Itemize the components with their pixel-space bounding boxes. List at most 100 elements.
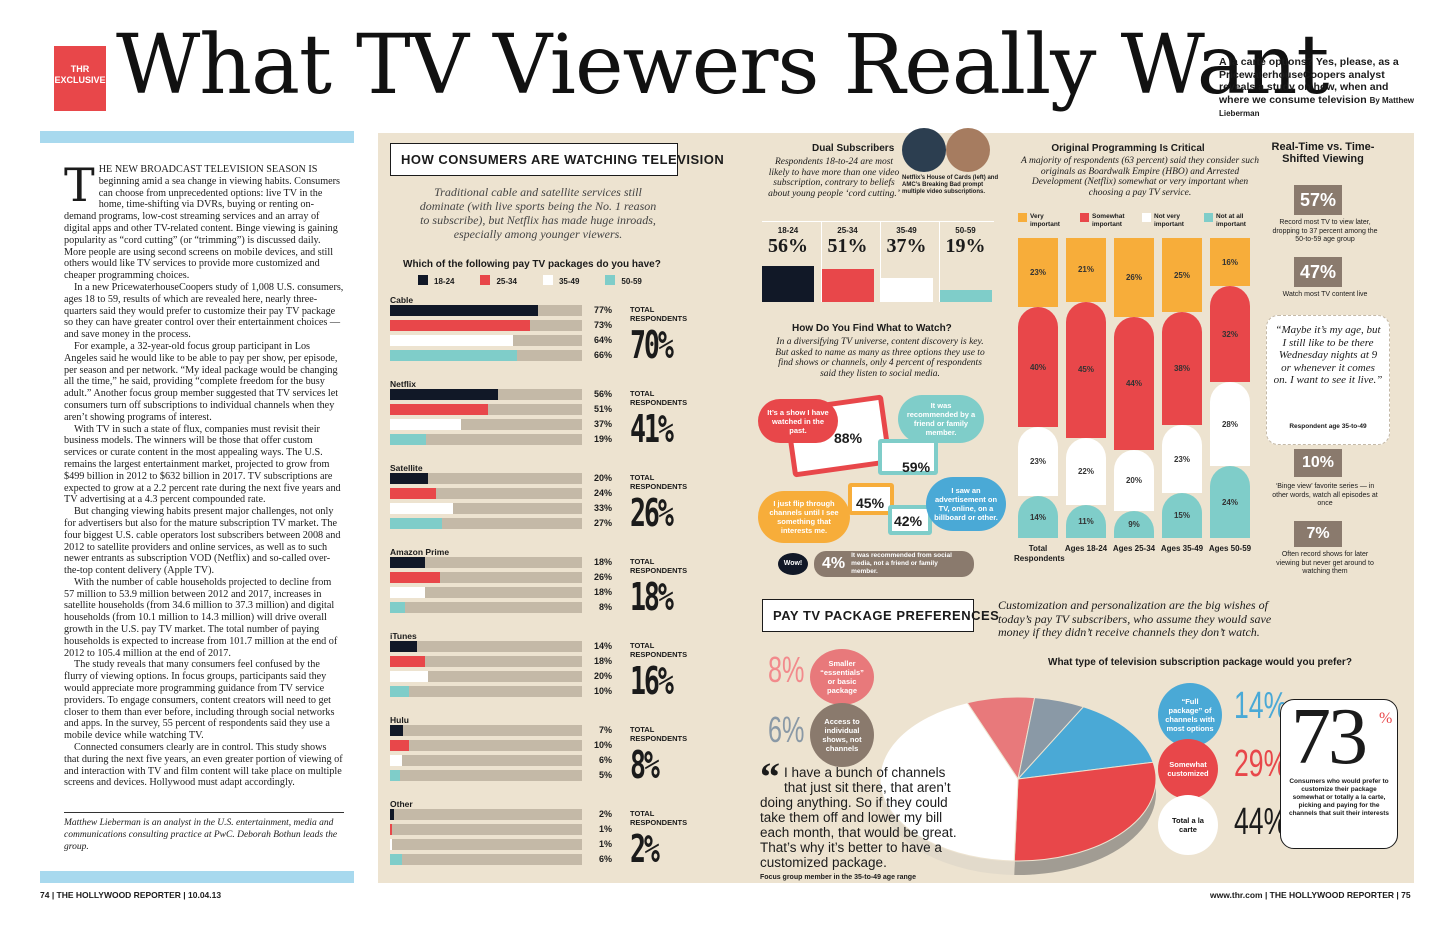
bar-track: [390, 503, 582, 514]
realtime-quote: “Maybe it’s my age, but I still like to …: [1273, 324, 1383, 386]
orig-segment: 14%: [1018, 496, 1058, 538]
find-pct-friend: 59%: [902, 459, 931, 475]
orig-segment: 11%: [1066, 504, 1106, 538]
total-value: 2%: [630, 827, 660, 871]
bar-track: [390, 839, 582, 850]
service-name: iTunes: [390, 631, 417, 641]
dual-value: 19%: [945, 235, 986, 257]
bar-value: 18%: [593, 557, 612, 567]
social-text: It was recommended from social media, no…: [851, 552, 952, 575]
paragraph-text: The study reveals that many consumers fe…: [64, 659, 335, 742]
stat-record: 57%: [1294, 185, 1342, 215]
bar-fill: [390, 686, 410, 697]
bar-value: 33%: [593, 503, 612, 513]
bar-track: [390, 434, 582, 445]
total-value: 41%: [630, 407, 674, 451]
bar-value: 20%: [593, 473, 612, 483]
orig-column: 26% 44% 20% 9% Ages 25-34: [1113, 238, 1155, 583]
paragraph-text: But changing viewing habits present majo…: [64, 506, 341, 577]
bar-track: [390, 656, 582, 667]
prefs-quote-block: “ I have a bunch of channels that just s…: [760, 757, 960, 882]
realtime-quote-box: “Maybe it’s my age, but I still like to …: [1266, 315, 1390, 445]
service-total: TOTAL RESPONDENTS 16%: [630, 641, 690, 703]
bar-row: 18%: [390, 557, 690, 572]
service-group: Amazon Prime 18% 26% 18% 8% TOTAL RESPONDENTS…: [390, 547, 690, 631]
prefs-quote-attr: Focus group member in the 35-to-49 age r…: [760, 874, 916, 881]
service-group: iTunes 14% 18% 20% 10% TOTAL RESPONDENTS 16%: [390, 631, 690, 715]
orig-segment: 21%: [1066, 238, 1106, 302]
find-bubble-flip: I just flip through channels until I see…: [758, 491, 850, 543]
service-name: Hulu: [390, 715, 409, 725]
big-stat-text: Consumers who would prefer to customize …: [1288, 778, 1390, 817]
find-pct-ad: 42%: [894, 513, 923, 529]
legend-swatch: [480, 275, 491, 285]
pie-slice: [879, 702, 1019, 862]
service-total: TOTAL RESPONDENTS 70%: [630, 305, 690, 367]
legend-item: 50-59: [605, 275, 642, 286]
service-name: Cable: [390, 295, 414, 305]
bar-value: 24%: [593, 488, 612, 498]
phone-shape: [888, 505, 932, 535]
original-title: Original Programming Is Critical: [1051, 143, 1205, 154]
bar-fill: [390, 656, 425, 667]
orig-segment-value: 11%: [1078, 516, 1094, 526]
dual-bar: [881, 278, 933, 302]
pref-pct-basic: 8%: [768, 649, 805, 690]
dual-bar: [762, 266, 814, 302]
stat-never-text: Often record shows for later viewing but…: [1276, 551, 1374, 575]
bar-value: 10%: [593, 740, 612, 750]
watching-heading: HOW CONSUMERS ARE WATCHING TELEVISION: [390, 143, 724, 176]
bar-track: [390, 350, 582, 361]
article-paragraph: Connected consumers clearly are in contr…: [64, 742, 344, 789]
orig-segment-value: 22%: [1077, 466, 1094, 476]
big-stat-sign: %: [1379, 710, 1393, 727]
bar-track: [390, 473, 582, 484]
bar-row: 33%: [390, 503, 690, 518]
bar-track: [390, 488, 582, 499]
orig-segment: 15%: [1162, 493, 1202, 538]
bar-track: [390, 587, 582, 598]
bar-track: [390, 740, 582, 751]
orig-segment: 38%: [1162, 312, 1202, 426]
orig-segment: 24%: [1210, 466, 1250, 538]
orig-legend-label: Not very important: [1154, 213, 1184, 228]
big-stat-box: 73 % Consumers who would prefer to custo…: [1280, 693, 1398, 849]
total-value: 26%: [630, 491, 674, 535]
bar-value: 37%: [593, 419, 612, 429]
bar-fill: [390, 770, 400, 781]
bar-row: 6%: [390, 755, 690, 770]
service-total: TOTAL RESPONDENTS 18%: [630, 557, 690, 619]
bar-row: 66%: [390, 350, 690, 365]
big-stat-number: 73: [1291, 693, 1368, 781]
bar-track: [390, 320, 582, 331]
total-label: TOTAL RESPONDENTS: [630, 389, 688, 407]
orig-legend-item: Not very important: [1142, 213, 1196, 228]
bar-value: 7%: [598, 725, 612, 735]
bar-fill: [390, 335, 513, 346]
find-bubble-friend: It was recommended by a friend or family…: [898, 395, 984, 443]
bar-fill: [390, 389, 498, 400]
dek-text: A la carte options? Yes, please, as a Pr…: [1219, 56, 1399, 106]
orig-legend-swatch: [1018, 213, 1027, 222]
bar-fill: [390, 839, 392, 850]
orig-segment-value: 45%: [1077, 365, 1094, 375]
service-name: Satellite: [390, 463, 423, 473]
orig-segment: 16%: [1210, 238, 1250, 286]
bottom-rule: [40, 871, 354, 883]
footer-left: 74 | THE HOLLYWOOD REPORTER | 10.04.13: [40, 890, 222, 900]
bar-track: [390, 755, 582, 766]
service-name: Other: [390, 799, 413, 809]
stat-record-text: Record most TV to view later, dropping t…: [1272, 219, 1378, 243]
orig-segment-value: 14%: [1029, 512, 1046, 522]
dual-value: 51%: [827, 235, 868, 257]
total-label: TOTAL RESPONDENTS: [630, 557, 688, 575]
dual-value: 56%: [768, 235, 808, 257]
legend-label: 18-24: [434, 277, 455, 286]
orig-segment-value: 44%: [1125, 378, 1142, 388]
prefs-pie: [879, 696, 1157, 875]
legend-swatch: [418, 275, 428, 285]
orig-legend-item: Somewhat important: [1080, 213, 1134, 228]
bar-fill: [390, 434, 427, 445]
bar-fill: [390, 602, 406, 613]
service-total: TOTAL RESPONDENTS 26%: [630, 473, 690, 535]
